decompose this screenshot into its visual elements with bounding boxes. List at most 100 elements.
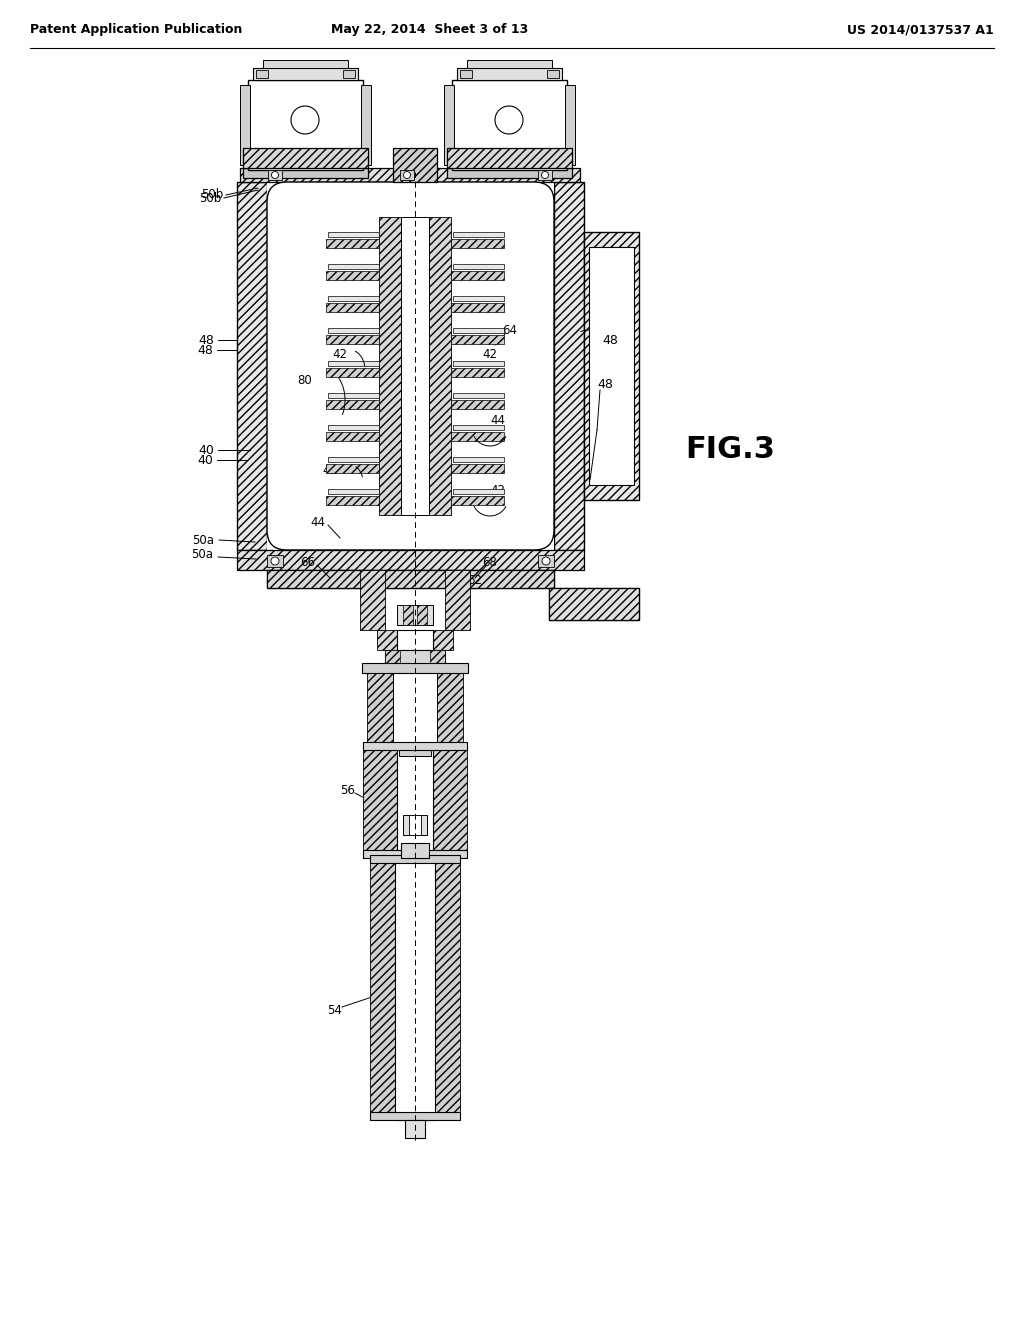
Polygon shape: [549, 587, 639, 620]
Polygon shape: [263, 59, 348, 69]
FancyBboxPatch shape: [267, 182, 554, 550]
Circle shape: [542, 172, 549, 178]
Polygon shape: [400, 170, 414, 180]
Text: 50b: 50b: [201, 189, 223, 202]
Polygon shape: [362, 750, 397, 850]
Circle shape: [271, 557, 279, 565]
Polygon shape: [401, 843, 429, 858]
Polygon shape: [435, 858, 460, 1119]
Text: 54: 54: [328, 1003, 342, 1016]
Polygon shape: [451, 304, 504, 313]
Text: May 22, 2014  Sheet 3 of 13: May 22, 2014 Sheet 3 of 13: [332, 24, 528, 37]
Polygon shape: [328, 360, 379, 366]
Polygon shape: [370, 858, 395, 1119]
Polygon shape: [326, 271, 379, 280]
Polygon shape: [451, 239, 504, 248]
Polygon shape: [467, 59, 552, 69]
Polygon shape: [328, 488, 379, 494]
Polygon shape: [403, 814, 427, 836]
Polygon shape: [267, 570, 554, 587]
Polygon shape: [453, 232, 504, 238]
Text: 60: 60: [527, 66, 543, 78]
Polygon shape: [360, 570, 385, 630]
Polygon shape: [406, 1119, 425, 1138]
Polygon shape: [253, 69, 358, 81]
Text: 62: 62: [468, 573, 482, 586]
Text: 48: 48: [198, 334, 214, 346]
Polygon shape: [538, 170, 552, 180]
Text: 48: 48: [198, 343, 213, 356]
Polygon shape: [453, 329, 504, 334]
Polygon shape: [401, 216, 429, 515]
Polygon shape: [326, 367, 379, 376]
Polygon shape: [397, 605, 433, 624]
Polygon shape: [395, 858, 435, 1119]
Polygon shape: [326, 304, 379, 313]
Polygon shape: [452, 81, 567, 170]
Polygon shape: [393, 665, 437, 750]
Polygon shape: [328, 329, 379, 334]
Polygon shape: [453, 488, 504, 494]
Text: 44: 44: [310, 516, 326, 528]
Polygon shape: [248, 81, 362, 170]
Polygon shape: [547, 70, 559, 78]
Polygon shape: [256, 70, 268, 78]
Polygon shape: [447, 148, 572, 168]
Polygon shape: [237, 182, 267, 550]
Polygon shape: [437, 665, 463, 750]
Text: 56: 56: [341, 784, 355, 796]
Polygon shape: [362, 850, 467, 858]
Polygon shape: [267, 554, 283, 568]
Polygon shape: [430, 649, 445, 665]
Polygon shape: [453, 392, 504, 397]
Polygon shape: [328, 232, 379, 238]
Polygon shape: [451, 463, 504, 473]
Polygon shape: [393, 148, 437, 182]
Polygon shape: [451, 271, 504, 280]
Polygon shape: [451, 432, 504, 441]
Text: 80: 80: [298, 374, 312, 387]
Polygon shape: [584, 232, 639, 500]
Text: 60: 60: [527, 63, 543, 77]
Text: 42: 42: [490, 483, 506, 496]
Polygon shape: [367, 665, 393, 750]
Circle shape: [271, 172, 279, 178]
Text: 48: 48: [602, 334, 617, 346]
Polygon shape: [328, 296, 379, 301]
Polygon shape: [554, 182, 584, 550]
Polygon shape: [370, 855, 460, 863]
Polygon shape: [397, 750, 433, 850]
Text: 64: 64: [503, 323, 517, 337]
Polygon shape: [362, 663, 468, 673]
Polygon shape: [409, 814, 421, 836]
Circle shape: [403, 172, 411, 178]
Polygon shape: [417, 605, 427, 624]
Polygon shape: [268, 170, 282, 180]
Polygon shape: [460, 70, 472, 78]
Polygon shape: [267, 182, 554, 550]
Polygon shape: [447, 168, 572, 178]
Polygon shape: [451, 367, 504, 376]
Text: 42: 42: [333, 348, 347, 362]
Polygon shape: [385, 649, 400, 665]
Polygon shape: [240, 168, 580, 182]
Text: 50b: 50b: [199, 191, 221, 205]
Polygon shape: [433, 630, 453, 649]
Polygon shape: [589, 247, 634, 484]
Polygon shape: [326, 239, 379, 248]
Polygon shape: [243, 148, 368, 168]
Polygon shape: [370, 1111, 460, 1119]
Polygon shape: [565, 84, 575, 165]
Text: FIG.3: FIG.3: [685, 436, 775, 465]
Polygon shape: [397, 630, 433, 649]
Polygon shape: [267, 222, 279, 510]
Polygon shape: [429, 216, 451, 515]
Polygon shape: [361, 84, 371, 165]
Text: 68: 68: [482, 556, 498, 569]
Polygon shape: [453, 296, 504, 301]
Polygon shape: [453, 264, 504, 269]
Polygon shape: [453, 360, 504, 366]
Polygon shape: [343, 70, 355, 78]
Polygon shape: [362, 742, 467, 750]
Polygon shape: [326, 400, 379, 409]
